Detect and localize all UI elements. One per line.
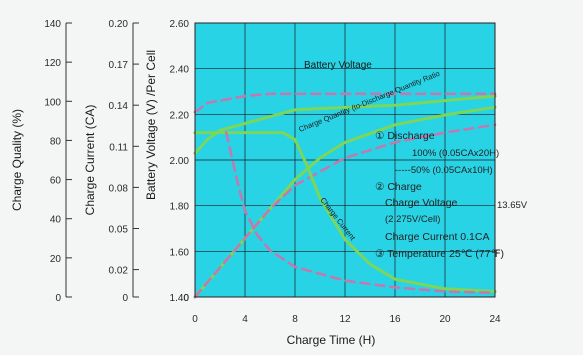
note-temperature: ③ Temperature 25℃ (77℉) xyxy=(375,248,504,260)
quality-tick-label: 60 xyxy=(50,176,62,187)
note-charge-voltage-value: 13.65V xyxy=(497,200,528,211)
voltage-tick-label: 2.20 xyxy=(170,110,190,121)
battery-voltage-axis: 2.60 2.40 2.20 2.00 1.80 1.60 1.400 xyxy=(170,19,190,304)
current-tick-label: 0.14 xyxy=(109,101,129,112)
x-tick-label: 16 xyxy=(389,314,401,325)
quality-tick-label: 120 xyxy=(44,58,61,69)
charge-current-axis-label: Charge Current (CA) xyxy=(83,105,97,216)
note-discharge-title: ① Discharge xyxy=(375,130,435,142)
battery-voltage-curve-label: Battery Voltage xyxy=(304,60,372,71)
quality-tick-label: 140 xyxy=(44,19,61,30)
current-tick-label: 0.02 xyxy=(109,266,129,277)
charge-time-axis-label: Charge Time (H) xyxy=(287,333,376,347)
quality-tick-label: 0 xyxy=(55,293,61,304)
current-tick-label: 0.17 xyxy=(109,60,129,71)
current-tick-label: 0.05 xyxy=(109,225,129,236)
series-charge-quality-dashed xyxy=(193,123,497,299)
charge-quality-axis: 140 120 100 80 60 40 20 0 xyxy=(44,19,72,304)
plot-frame xyxy=(194,22,496,298)
note-discharge-50: -----50% (0.05CAx10H) xyxy=(395,165,493,176)
voltage-tick-label: 2.60 xyxy=(170,19,190,30)
curves xyxy=(193,92,497,299)
charge-quality-axis-label: Charge Quality (%) xyxy=(10,109,24,211)
note-charge-current: Charge Current 0.1CA xyxy=(385,231,489,243)
x-tick-label: 4 xyxy=(242,314,248,325)
voltage-tick-label: 2.40 xyxy=(170,65,190,76)
note-discharge-100: 100% (0.05CAx20H) xyxy=(412,148,499,159)
note-charge-title: ② Charge xyxy=(375,181,422,193)
current-tick-label: 0 xyxy=(122,293,128,304)
battery-voltage-axis-label: Battery Voltage (V) /Per Cell xyxy=(144,50,158,200)
current-tick-label: 0.08 xyxy=(109,183,129,194)
series-battery-voltage-solid xyxy=(193,94,497,155)
quality-tick-label: 40 xyxy=(50,215,62,226)
x-tick-label: 24 xyxy=(489,314,501,325)
series-charge-current-dashed xyxy=(225,131,497,295)
x-tick-label: 8 xyxy=(292,314,298,325)
voltage-tick-label: 1.40 xyxy=(170,293,190,304)
note-charge-voltage-cell: (2.275V/Cell) xyxy=(385,214,440,225)
series-battery-voltage-dashed xyxy=(193,92,497,114)
charge-current-axis: 0.20 0.17 0.14 0.11 0.08 0.05 0.02 0 xyxy=(109,19,139,304)
x-tick-label: 20 xyxy=(439,314,451,325)
note-charge-voltage: Charge Voltage xyxy=(385,197,458,209)
quality-tick-label: 20 xyxy=(50,254,62,265)
voltage-zero-label: 0 xyxy=(183,293,189,304)
current-tick-label: 0.20 xyxy=(109,19,129,30)
series-charge-current-solid xyxy=(193,131,497,293)
x-tick-label: 0 xyxy=(192,314,198,325)
voltage-tick-label: 1.80 xyxy=(170,202,190,213)
quality-tick-label: 100 xyxy=(44,97,61,108)
current-tick-label: 0.11 xyxy=(109,142,128,153)
x-tick-label: 12 xyxy=(339,314,351,325)
charge-time-axis: 0 4 8 12 16 20 24 xyxy=(192,314,501,325)
quality-tick-label: 80 xyxy=(50,136,62,147)
voltage-tick-label: 2.00 xyxy=(170,156,190,167)
voltage-tick-label: 1.60 xyxy=(170,247,190,258)
